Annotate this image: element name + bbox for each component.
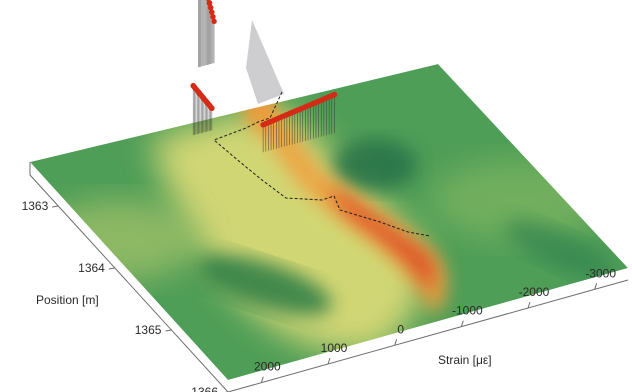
base-edge-right xyxy=(227,279,629,392)
row-peak-marker-14 xyxy=(211,18,217,25)
position-tick-label-1366: 1366 xyxy=(191,385,218,392)
position-tick-1364 xyxy=(108,267,115,270)
strain-tick--3000 xyxy=(594,283,598,290)
strain-tick--1000 xyxy=(460,320,464,327)
row-peak-marker-13 xyxy=(210,13,216,20)
row-peak-marker-11 xyxy=(207,4,214,11)
row-right-marker-27 xyxy=(331,91,338,98)
surface-ridge xyxy=(246,80,447,312)
strain-tick-label-2000: 2000 xyxy=(254,360,281,374)
strain-tick-label-1000: 1000 xyxy=(321,341,348,355)
surface-trough-center xyxy=(198,254,332,316)
surface-trough-right xyxy=(333,139,417,191)
position-tick-1365 xyxy=(165,329,172,332)
strain-tick-0 xyxy=(394,339,398,346)
surface-ridge-core xyxy=(330,185,435,292)
peak-spike xyxy=(246,20,284,104)
base-edge-front xyxy=(29,162,229,392)
position-tick-label-1365: 1365 xyxy=(135,323,162,337)
row-peak-marker-12 xyxy=(208,9,215,15)
position-tick-1363 xyxy=(52,205,59,208)
surface-yellow-band xyxy=(150,105,428,353)
position-axis-label: Position [m] xyxy=(36,293,99,307)
strain-tick-label--1000: -1000 xyxy=(452,304,483,318)
strain-tick--2000 xyxy=(527,301,531,309)
row-peak-marker-10 xyxy=(206,0,213,6)
strain-axis-ticks: 2000 1000 0 -1000 -2000 -3000 xyxy=(254,266,616,383)
ridge-projection xyxy=(213,91,431,237)
position-axis-ticks: 1363 1364 1365 1366 xyxy=(22,199,228,392)
marker-points xyxy=(190,0,338,128)
row-left-marker-14 xyxy=(209,105,215,112)
strain-tick-label--2000: -2000 xyxy=(519,285,550,299)
strain-tick-label--3000: -3000 xyxy=(585,266,616,280)
position-tick-label-1363: 1363 xyxy=(22,199,49,213)
position-tick-label-1364: 1364 xyxy=(78,261,105,275)
strain-tick-1000 xyxy=(327,357,331,365)
strain-axis-label: Strain [με] xyxy=(438,353,492,367)
strain-tick-2000 xyxy=(260,376,264,383)
strain-tick-label-0: 0 xyxy=(397,322,404,336)
surface-trough-far xyxy=(505,219,615,281)
